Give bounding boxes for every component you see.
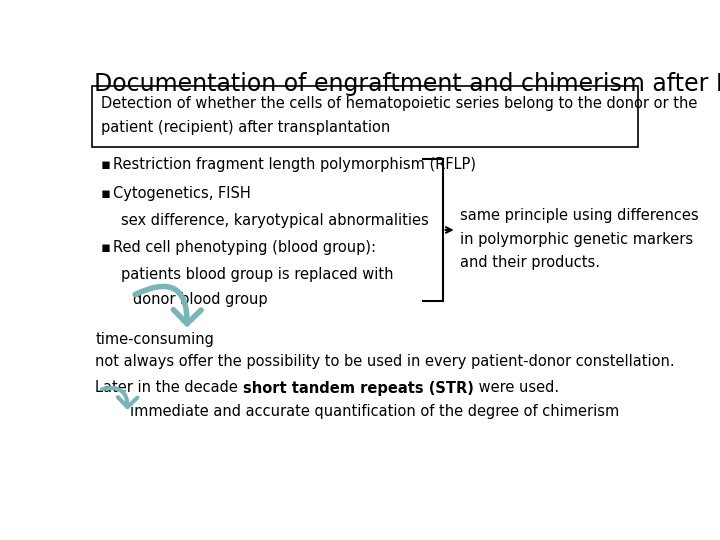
Text: immediate and accurate quantification of the degree of chimerism: immediate and accurate quantification of… (130, 403, 619, 418)
Text: Detection of whether the cells of hematopoietic series belong to the donor or th: Detection of whether the cells of hemato… (101, 96, 697, 135)
Text: Documentation of engraftment and chimerism after HSCT: Documentation of engraftment and chimeri… (94, 72, 720, 97)
Text: Later in the decade: Later in the decade (96, 381, 243, 395)
Text: donor blood group: donor blood group (132, 292, 267, 307)
Text: time-consuming
not always offer the possibility to be used in every patient-dono: time-consuming not always offer the poss… (96, 332, 675, 369)
Text: were used.: were used. (474, 381, 559, 395)
FancyArrowPatch shape (135, 286, 201, 324)
Text: ▪: ▪ (101, 157, 111, 172)
Text: ▪: ▪ (101, 240, 111, 254)
Text: ▪: ▪ (101, 186, 111, 201)
Text: same principle using differences
in polymorphic genetic markers
and their produc: same principle using differences in poly… (459, 208, 698, 270)
Text: sex difference, karyotypical abnormalities: sex difference, karyotypical abnormaliti… (121, 213, 428, 228)
Text: patients blood group is replaced with: patients blood group is replaced with (121, 267, 394, 281)
Text: short tandem repeats (STR): short tandem repeats (STR) (243, 381, 474, 395)
FancyArrowPatch shape (102, 388, 138, 407)
Text: Red cell phenotyping (blood group):: Red cell phenotyping (blood group): (113, 240, 377, 254)
Text: Cytogenetics, FISH: Cytogenetics, FISH (113, 186, 251, 201)
FancyBboxPatch shape (92, 86, 638, 147)
Text: Restriction fragment length polymorphism (RFLP): Restriction fragment length polymorphism… (113, 157, 476, 172)
